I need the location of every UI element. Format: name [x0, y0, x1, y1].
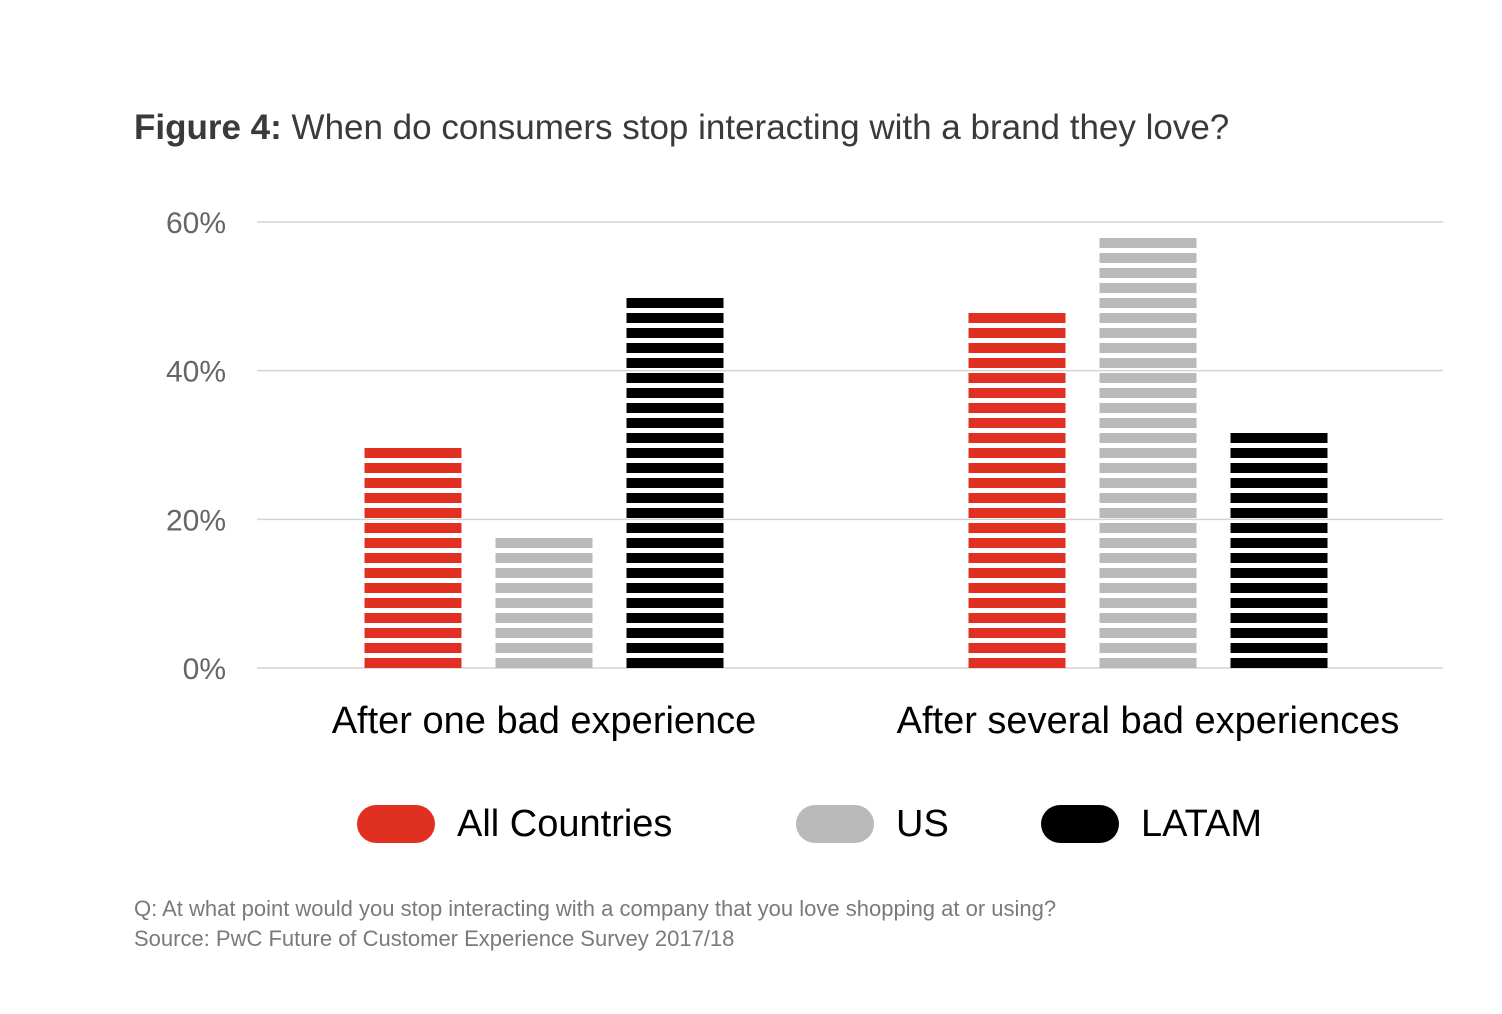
- y-axis-tick-labels: 0% 20% 40% 60%: [166, 207, 226, 686]
- legend-label-us: US: [896, 802, 949, 845]
- bar-latam-2: [1230, 433, 1328, 668]
- legend: All Countries US LATAM: [0, 798, 1502, 850]
- figure-number: Figure 4:: [134, 108, 282, 147]
- footnote-source: Source: PwC Future of Customer Experienc…: [134, 926, 735, 951]
- y-tick-label: 40%: [166, 356, 226, 389]
- bar-us-2: [1099, 238, 1197, 668]
- x-category-label: After several bad experiences: [897, 700, 1400, 742]
- legend-swatch-us: [796, 805, 874, 843]
- x-category-label: After one bad experience: [332, 700, 757, 742]
- bar-all-countries-1: [364, 448, 462, 668]
- y-tick-label: 60%: [166, 207, 226, 240]
- chart-title: Figure 4: When do consumers stop interac…: [134, 108, 1229, 148]
- footnote-question: Q: At what point would you stop interact…: [134, 896, 1057, 921]
- legend-item-us: US: [796, 798, 949, 850]
- bars: [364, 238, 1328, 668]
- bar-latam-1: [626, 298, 724, 668]
- legend-item-latam: LATAM: [1041, 798, 1262, 850]
- x-axis-category-labels: After one bad experience After several ba…: [332, 700, 1400, 742]
- y-tick-label: 20%: [166, 504, 226, 537]
- y-tick-label: 0%: [183, 653, 226, 686]
- legend-label-latam: LATAM: [1141, 802, 1263, 845]
- legend-label-all-countries: All Countries: [457, 802, 673, 845]
- legend-swatch-all-countries: [357, 805, 435, 843]
- bar-all-countries-2: [968, 313, 1066, 668]
- figure-title-text: When do consumers stop interacting with …: [291, 108, 1230, 147]
- bar-us-1: [495, 538, 593, 668]
- legend-swatch-latam: [1041, 805, 1119, 843]
- bar-chart: 0%20%40%60% After one bad experience Afte…: [166, 207, 1443, 742]
- legend-item-all-countries: All Countries: [357, 798, 672, 850]
